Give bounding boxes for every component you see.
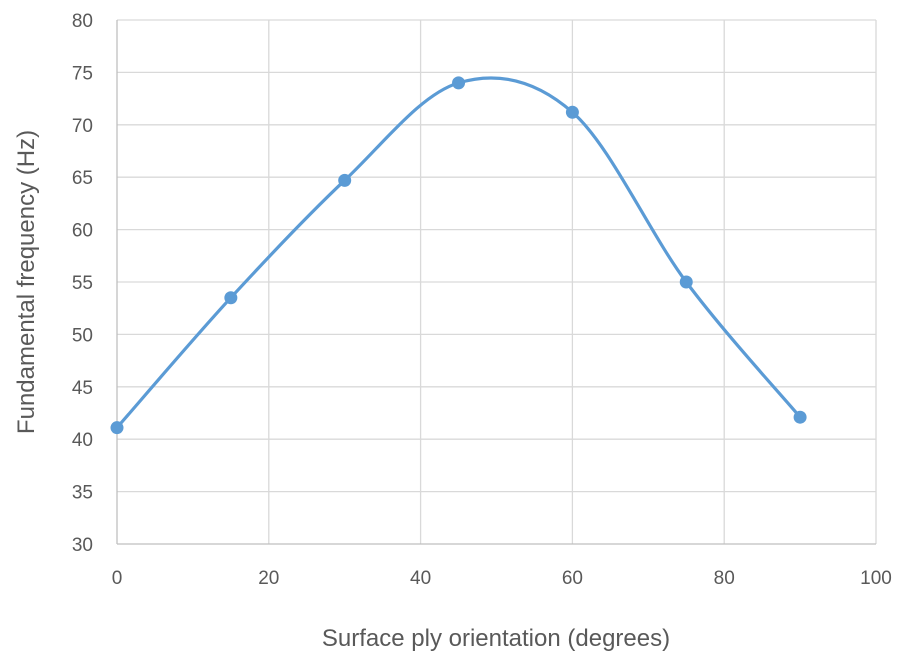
data-point <box>452 76 466 90</box>
y-tick-label: 80 <box>72 11 93 32</box>
y-tick-label: 35 <box>72 483 93 504</box>
y-tick-label: 40 <box>72 430 93 451</box>
y-tick-label: 30 <box>72 535 93 556</box>
axes <box>116 20 876 545</box>
data-point <box>110 421 124 435</box>
x-tick-labels: 0 20 40 60 80 100 <box>112 568 892 589</box>
x-tick-label: 40 <box>410 568 431 589</box>
data-point <box>679 275 693 289</box>
y-tick-label: 55 <box>72 273 93 294</box>
data-point <box>793 410 807 424</box>
gridlines <box>117 19 877 544</box>
x-tick-label: 60 <box>562 568 583 589</box>
x-tick-label: 80 <box>714 568 735 589</box>
x-tick-label: 20 <box>258 568 279 589</box>
y-tick-label: 45 <box>72 378 93 399</box>
series-line <box>115 76 802 430</box>
data-point <box>565 105 579 119</box>
data-point <box>224 291 238 305</box>
x-axis-title: Surface ply orientation (degrees) <box>322 625 670 652</box>
y-tick-label: 60 <box>72 221 93 242</box>
series-layer <box>110 76 807 435</box>
y-axis-title: Fundamental frequency (Hz) <box>13 130 40 434</box>
data-point <box>338 173 352 187</box>
y-tick-label: 50 <box>72 325 93 346</box>
x-tick-label: 0 <box>112 568 123 589</box>
x-tick-label: 100 <box>860 568 892 589</box>
y-tick-label: 75 <box>72 63 93 84</box>
y-tick-label: 70 <box>72 116 93 137</box>
y-tick-labels: 30 35 40 45 50 55 60 65 70 75 80 <box>72 11 93 556</box>
y-tick-label: 65 <box>72 168 93 189</box>
